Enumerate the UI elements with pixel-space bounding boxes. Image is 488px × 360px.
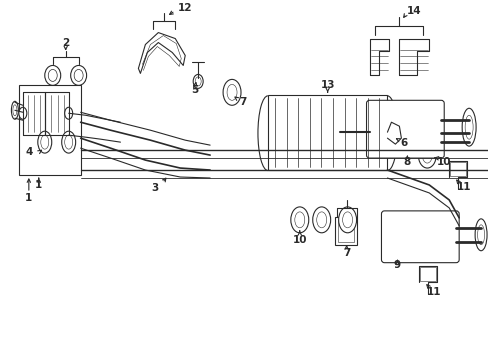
Ellipse shape — [19, 107, 27, 119]
FancyBboxPatch shape — [366, 100, 443, 158]
Bar — [19, 85, 81, 175]
Text: 9: 9 — [393, 260, 400, 270]
Text: 13: 13 — [320, 80, 334, 90]
Text: 10: 10 — [436, 157, 450, 167]
Ellipse shape — [13, 105, 17, 116]
Ellipse shape — [64, 107, 73, 119]
Text: 10: 10 — [292, 235, 306, 245]
Bar — [449, 162, 465, 176]
Ellipse shape — [48, 69, 57, 81]
Ellipse shape — [226, 84, 237, 100]
Text: 7: 7 — [239, 97, 246, 107]
Ellipse shape — [195, 77, 201, 86]
Text: 7: 7 — [342, 248, 349, 258]
Ellipse shape — [417, 142, 435, 168]
Text: 12: 12 — [178, 3, 192, 13]
Ellipse shape — [342, 212, 352, 228]
Ellipse shape — [71, 66, 86, 85]
Ellipse shape — [74, 69, 83, 81]
Ellipse shape — [38, 131, 52, 153]
Ellipse shape — [464, 115, 472, 139]
Bar — [420, 267, 435, 280]
Ellipse shape — [312, 207, 330, 233]
Text: 1: 1 — [35, 180, 42, 190]
Text: 6: 6 — [400, 138, 407, 148]
Ellipse shape — [45, 66, 61, 85]
Ellipse shape — [290, 207, 308, 233]
FancyBboxPatch shape — [381, 211, 458, 263]
Text: 1: 1 — [25, 193, 32, 203]
Text: 2: 2 — [62, 37, 69, 48]
Ellipse shape — [61, 131, 76, 153]
Text: 11: 11 — [456, 182, 470, 192]
Ellipse shape — [422, 147, 431, 163]
Text: 3: 3 — [151, 183, 159, 193]
Ellipse shape — [477, 225, 484, 245]
Ellipse shape — [193, 75, 203, 88]
Ellipse shape — [294, 212, 304, 228]
Bar — [334, 217, 356, 245]
Ellipse shape — [11, 101, 19, 119]
Bar — [267, 95, 386, 170]
Text: 11: 11 — [426, 287, 441, 297]
Ellipse shape — [474, 219, 486, 251]
Text: 4: 4 — [25, 147, 33, 157]
Text: 8: 8 — [403, 157, 410, 167]
Ellipse shape — [223, 80, 241, 105]
Text: 14: 14 — [406, 6, 421, 15]
Bar — [337, 220, 353, 242]
Ellipse shape — [41, 135, 49, 149]
Text: 5: 5 — [191, 85, 199, 95]
Ellipse shape — [316, 212, 326, 228]
Ellipse shape — [461, 108, 475, 146]
Ellipse shape — [338, 207, 356, 233]
Ellipse shape — [64, 135, 73, 149]
